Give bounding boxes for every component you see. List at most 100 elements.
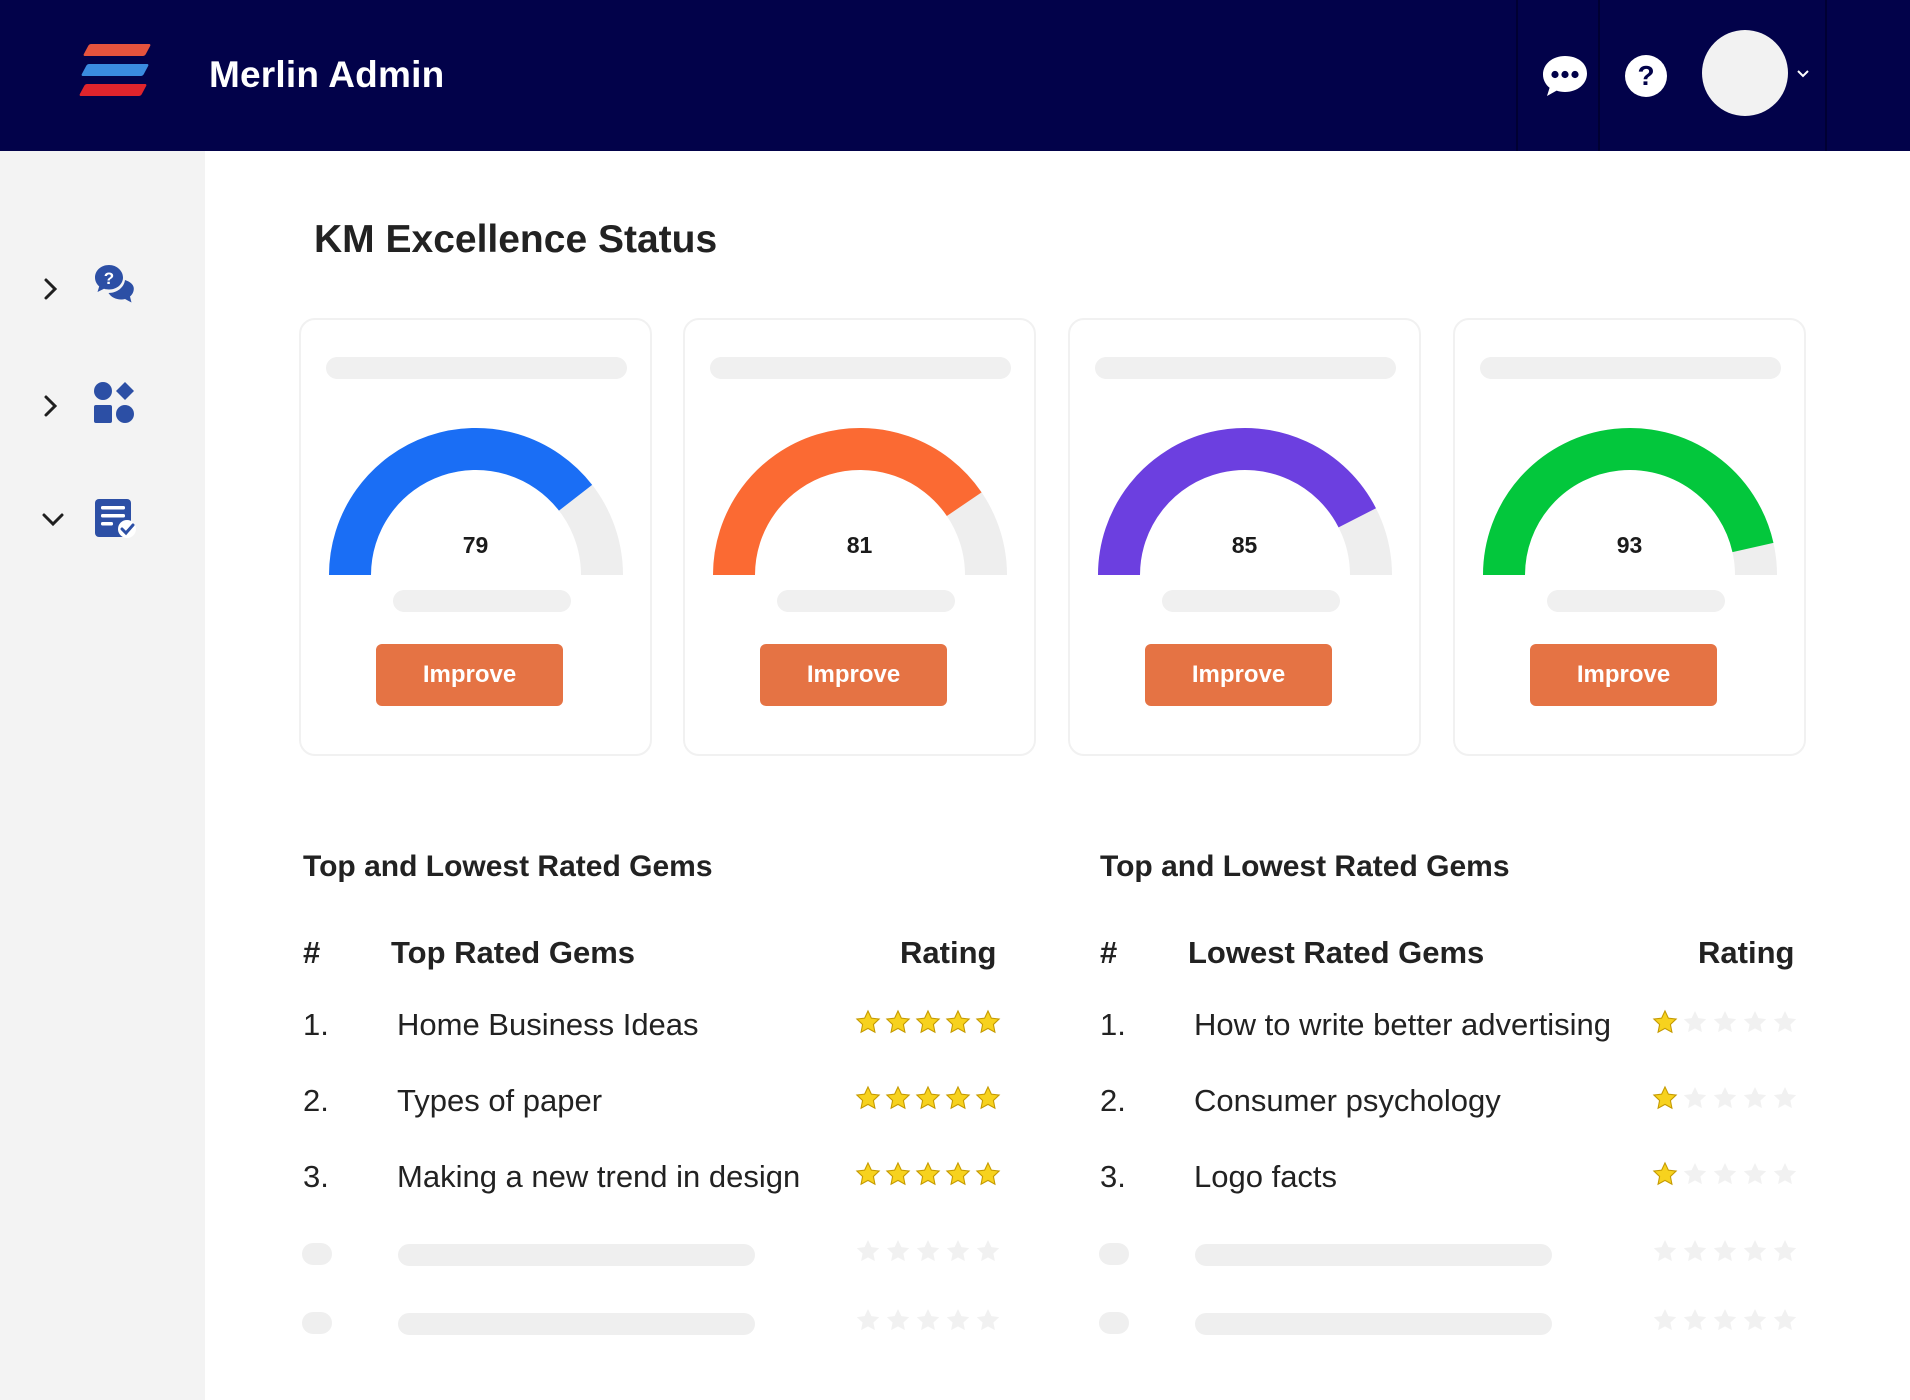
gem-title-link[interactable]: Home Business Ideas bbox=[397, 1007, 699, 1042]
star-filled-icon bbox=[855, 1085, 881, 1110]
star-empty-icon bbox=[1713, 1010, 1737, 1033]
star-filled-icon bbox=[975, 1009, 1001, 1034]
gauge-chart bbox=[1483, 428, 1777, 576]
improve-button[interactable]: Improve bbox=[1530, 644, 1717, 706]
sidebar-item-apps[interactable] bbox=[40, 375, 150, 435]
star-empty-icon bbox=[1773, 1239, 1797, 1262]
placeholder-bar bbox=[393, 590, 571, 612]
gem-title-link[interactable]: Making a new trend in design bbox=[397, 1159, 801, 1194]
checklist-icon bbox=[92, 496, 138, 547]
top-header: Merlin Admin ? bbox=[0, 0, 1910, 151]
placeholder-dot bbox=[302, 1243, 332, 1265]
column-header-rating: Rating bbox=[900, 935, 997, 970]
chevron-right-icon bbox=[40, 393, 60, 424]
placeholder-dot bbox=[1099, 1312, 1129, 1334]
section-title: Top and Lowest Rated Gems bbox=[303, 850, 713, 883]
placeholder-dot bbox=[302, 1312, 332, 1334]
gem-title-link[interactable]: Consumer psychology bbox=[1194, 1083, 1501, 1118]
help-icon[interactable]: ? bbox=[1624, 54, 1668, 103]
page-title: KM Excellence Status bbox=[314, 218, 718, 261]
gauge-value-arc bbox=[329, 428, 593, 576]
star-filled-icon bbox=[945, 1009, 971, 1034]
placeholder-bar bbox=[1195, 1244, 1552, 1266]
star-empty-icon bbox=[1713, 1162, 1737, 1185]
gauge-chart bbox=[329, 428, 623, 576]
header-divider bbox=[1598, 0, 1600, 151]
gauge-value: 85 bbox=[1231, 532, 1258, 558]
score-card: 85 Improve bbox=[1068, 318, 1421, 756]
gem-title-link[interactable]: Types of paper bbox=[397, 1083, 603, 1118]
placeholder-bar bbox=[326, 357, 627, 379]
star-filled-icon bbox=[915, 1009, 941, 1034]
gauge-chart bbox=[1098, 428, 1392, 576]
column-header-number: # bbox=[1100, 935, 1118, 970]
gauge-value: 93 bbox=[1616, 532, 1643, 558]
header-divider bbox=[1516, 0, 1518, 151]
row-number: 2. bbox=[1100, 1083, 1126, 1118]
star-empty-icon bbox=[976, 1239, 1000, 1262]
gem-title-link[interactable]: Logo facts bbox=[1194, 1159, 1338, 1194]
star-empty-icon bbox=[1683, 1010, 1707, 1033]
improve-button[interactable]: Improve bbox=[1145, 644, 1332, 706]
star-rating bbox=[1652, 1161, 1798, 1187]
gauge-value: 79 bbox=[462, 532, 489, 558]
star-empty-icon bbox=[916, 1239, 940, 1262]
header-divider bbox=[1825, 0, 1827, 151]
star-rating-placeholder bbox=[1652, 1307, 1798, 1333]
column-header-rating: Rating bbox=[1698, 935, 1795, 970]
star-filled-icon bbox=[1652, 1161, 1678, 1186]
star-empty-icon bbox=[1773, 1162, 1797, 1185]
user-avatar[interactable] bbox=[1702, 30, 1788, 116]
question-chat-icon: ? bbox=[92, 262, 136, 311]
sidebar-item-checklist[interactable] bbox=[40, 492, 150, 552]
star-empty-icon bbox=[1683, 1308, 1707, 1331]
star-empty-icon bbox=[1743, 1308, 1767, 1331]
app-title: Merlin Admin bbox=[209, 54, 445, 95]
star-filled-icon bbox=[975, 1161, 1001, 1186]
star-rating-placeholder bbox=[855, 1238, 1001, 1264]
score-card: 93 Improve bbox=[1453, 318, 1806, 756]
placeholder-bar bbox=[1480, 357, 1781, 379]
star-empty-icon bbox=[976, 1308, 1000, 1331]
star-empty-icon bbox=[916, 1308, 940, 1331]
sidebar-item-questions[interactable]: ? bbox=[40, 258, 150, 318]
star-filled-icon bbox=[885, 1161, 911, 1186]
placeholder-bar bbox=[1162, 590, 1340, 612]
chevron-down-icon bbox=[40, 510, 66, 535]
column-header-top-gems: Top Rated Gems bbox=[391, 935, 636, 970]
placeholder-bar bbox=[1195, 1313, 1552, 1335]
apps-shapes-icon bbox=[92, 379, 136, 430]
star-rating bbox=[855, 1161, 1001, 1187]
placeholder-bar bbox=[777, 590, 955, 612]
gauge-value-arc bbox=[713, 428, 982, 576]
row-number: 2. bbox=[303, 1083, 329, 1118]
placeholder-bar bbox=[398, 1244, 755, 1266]
column-header-lowest-gems: Lowest Rated Gems bbox=[1188, 935, 1485, 970]
svg-text:?: ? bbox=[104, 269, 114, 288]
star-rating-placeholder bbox=[855, 1307, 1001, 1333]
star-filled-icon bbox=[885, 1009, 911, 1034]
star-empty-icon bbox=[856, 1239, 880, 1262]
star-rating bbox=[855, 1085, 1001, 1111]
chevron-down-icon[interactable] bbox=[1796, 66, 1810, 84]
placeholder-bar bbox=[710, 357, 1011, 379]
star-empty-icon bbox=[1773, 1308, 1797, 1331]
star-empty-icon bbox=[1683, 1239, 1707, 1262]
star-filled-icon bbox=[1652, 1009, 1678, 1034]
improve-button[interactable]: Improve bbox=[760, 644, 947, 706]
star-filled-icon bbox=[855, 1161, 881, 1186]
star-empty-icon bbox=[1713, 1308, 1737, 1331]
star-filled-icon bbox=[855, 1009, 881, 1034]
improve-button[interactable]: Improve bbox=[376, 644, 563, 706]
gem-title-link[interactable]: How to write better advertising bbox=[1194, 1007, 1611, 1042]
row-number: 1. bbox=[1100, 1007, 1126, 1042]
star-empty-icon bbox=[1653, 1308, 1677, 1331]
merlin-logo-icon[interactable] bbox=[78, 42, 152, 102]
gauge-value: 81 bbox=[846, 532, 873, 558]
star-empty-icon bbox=[946, 1308, 970, 1331]
chat-bubble-icon[interactable] bbox=[1541, 54, 1589, 103]
star-empty-icon bbox=[1713, 1086, 1737, 1109]
section-title: Top and Lowest Rated Gems bbox=[1100, 850, 1510, 883]
score-card: 81 Improve bbox=[683, 318, 1036, 756]
star-filled-icon bbox=[885, 1085, 911, 1110]
